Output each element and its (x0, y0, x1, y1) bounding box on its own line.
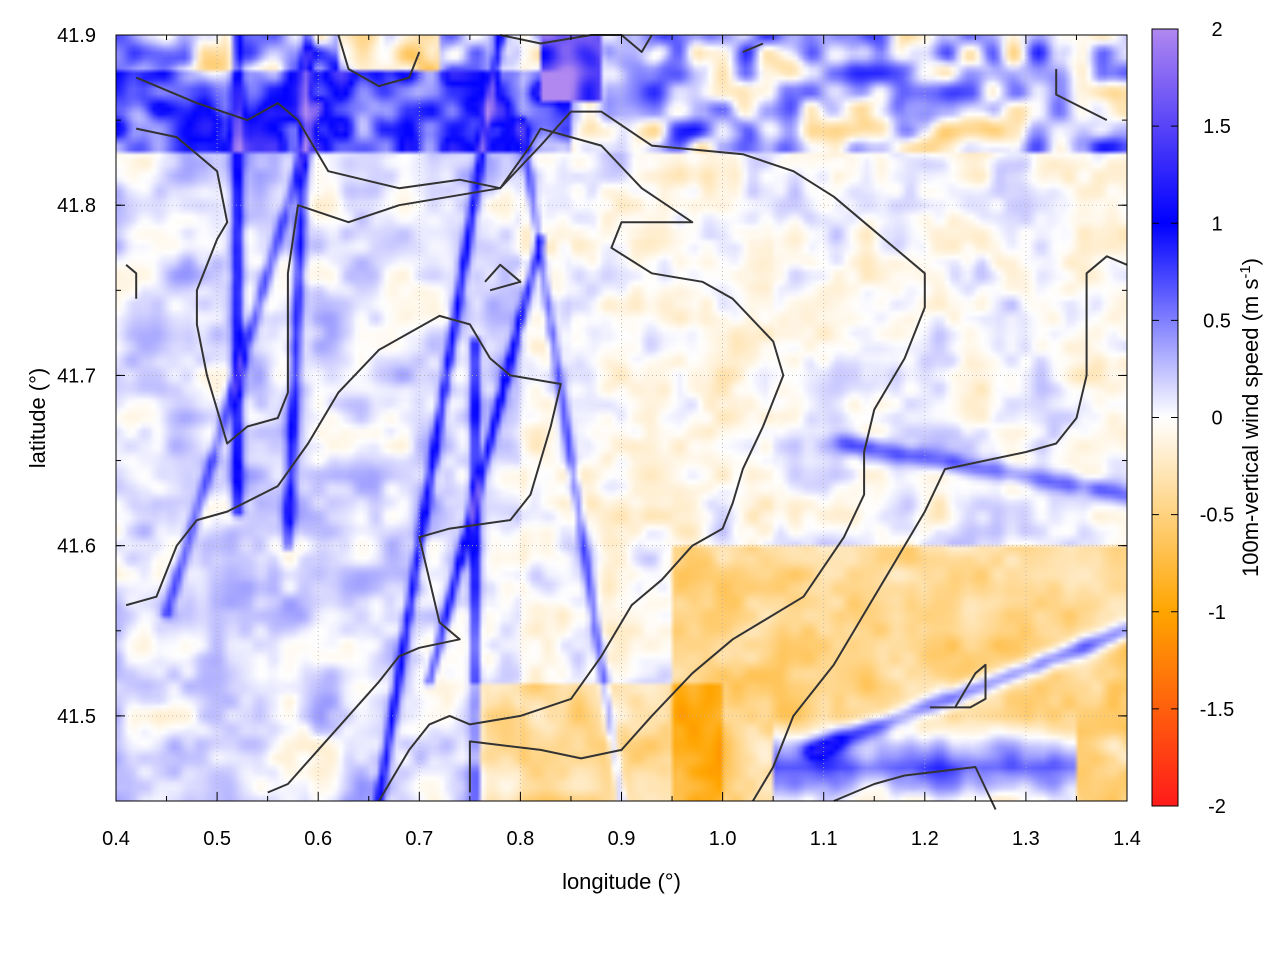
colorbar-tick-label: -1.5 (1200, 699, 1234, 721)
x-tick-label: 0.5 (203, 828, 231, 850)
plot-area: 0.4 0.5 0.6 0.7 0.8 0.9 1.0 1.1 1.2 1.3 1.4 41.541… (57, 25, 1141, 850)
contour-line (135, 76, 926, 793)
contour-line (742, 42, 764, 53)
colorbar-tick-label: 1.5 (1203, 116, 1231, 138)
colorbar-tick-label: 1 (1211, 213, 1222, 235)
colorbar-tick-label: 2 (1211, 19, 1222, 41)
x-tick-label: 1.0 (709, 828, 737, 850)
y-ticks: 41.5 41.6 41.7 41.8 41.9 (57, 25, 1127, 802)
colorbar-label: 100m-vertical wind speed (m s-1) (1237, 258, 1264, 577)
x-tick-label: 0.7 (405, 828, 433, 850)
y-tick-label: 41.7 (57, 365, 96, 387)
colorbar-label-main: 100m-vertical wind speed (m s (1238, 279, 1263, 577)
x-tick-label: 0.9 (608, 828, 636, 850)
colorbar: -2 -1.5 -1 -0.5 0 0.5 1 1.5 2 100m-vertical wind… (1151, 19, 1264, 818)
contour-line (135, 127, 785, 802)
x-axis-label: longitude (°) (562, 869, 681, 894)
colorbar-label-superscript: -1 (1237, 265, 1254, 278)
x-tick-label: 0.6 (304, 828, 332, 850)
x-tick-label: 0.8 (506, 828, 534, 850)
colorbar-tick-label: 0.5 (1203, 310, 1231, 332)
y-tick-label: 41.6 (57, 536, 96, 558)
x-ticks: 0.4 0.5 0.6 0.7 0.8 0.9 1.0 1.1 1.2 1.3 1.4 (102, 35, 1141, 850)
x-tick-label: 1.3 (1012, 828, 1040, 850)
colorbar-label-end: ) (1238, 258, 1263, 265)
x-tick-label: 1.4 (1113, 828, 1141, 850)
contour-line (752, 255, 1128, 802)
colorbar-tick-label: -0.5 (1200, 505, 1234, 527)
contour-line (484, 263, 522, 292)
contour-line (337, 34, 421, 88)
heatmap-image (116, 35, 1127, 801)
colorbar-tick-label: -2 (1208, 796, 1226, 818)
y-tick-label: 41.8 (57, 195, 96, 217)
y-axis-label: latitude (°) (25, 368, 50, 469)
y-tick-label: 41.9 (57, 25, 96, 47)
colorbar-tick-label: -1 (1208, 602, 1226, 624)
x-tick-label: 0.4 (102, 828, 130, 850)
contour-line (1055, 69, 1108, 121)
x-tick-label: 1.2 (911, 828, 939, 850)
y-tick-label: 41.5 (57, 706, 96, 728)
colorbar-tick-label: 0 (1211, 408, 1222, 430)
contour-line (125, 264, 138, 299)
contour-line (929, 663, 987, 709)
x-tick-label: 1.1 (810, 828, 838, 850)
colorbar-ticks: -2 -1.5 -1 -0.5 0 0.5 1 1.5 2 (1152, 19, 1234, 818)
contour-line (125, 314, 562, 794)
contour-line (833, 766, 997, 810)
